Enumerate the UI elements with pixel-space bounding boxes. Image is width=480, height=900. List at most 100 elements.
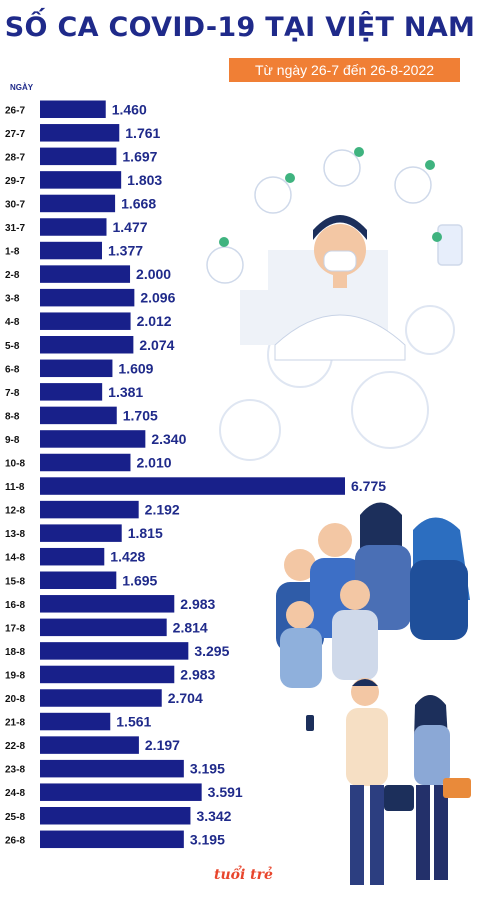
- bar: [40, 807, 191, 825]
- value-label: 3.342: [196, 808, 231, 824]
- value-label: 1.803: [127, 172, 162, 188]
- bar: [40, 171, 122, 189]
- category-label: 13-8: [5, 529, 25, 540]
- check-icon: [219, 147, 442, 247]
- bar: [40, 359, 113, 378]
- value-label: 2.000: [136, 266, 171, 282]
- bar: [40, 430, 146, 448]
- value-label: 1.815: [128, 525, 163, 541]
- date-range-badge: Từ ngày 26-7 đến 26-8-2022: [229, 58, 460, 82]
- value-label: 1.561: [116, 714, 151, 730]
- bar: [40, 288, 135, 307]
- value-label: 2.983: [180, 596, 215, 612]
- bar: [40, 477, 345, 495]
- bar: [40, 194, 116, 213]
- category-label: 27-7: [5, 129, 25, 140]
- bar: [40, 642, 189, 660]
- value-label: 2.704: [168, 690, 203, 706]
- value-label: 1.695: [122, 572, 157, 588]
- value-label: 1.697: [122, 148, 157, 164]
- value-label: 6.775: [351, 478, 386, 494]
- walking-people-illustration: [306, 678, 471, 885]
- category-label: 10-8: [5, 459, 25, 470]
- bar: [40, 524, 122, 542]
- value-label: 1.477: [112, 219, 147, 235]
- value-label: 1.609: [118, 360, 153, 376]
- category-label: 26-8: [5, 835, 25, 846]
- category-label: 23-8: [5, 765, 25, 776]
- category-label: 18-8: [5, 647, 25, 658]
- bar: [40, 500, 139, 519]
- value-label: 1.428: [110, 549, 145, 565]
- value-label: 3.295: [194, 643, 229, 659]
- category-label: 28-7: [5, 152, 25, 163]
- page-title: SỐ CA COVID-19 TẠI VIỆT NAM: [4, 12, 476, 43]
- bar: [40, 665, 175, 684]
- value-label: 2.192: [145, 502, 180, 518]
- category-label: 12-8: [5, 506, 25, 517]
- bar: [40, 830, 184, 849]
- doctor-icon: [274, 215, 406, 361]
- bar: [40, 547, 105, 566]
- value-label: 1.377: [108, 243, 143, 259]
- category-label: 20-8: [5, 694, 25, 705]
- bar: [40, 736, 139, 754]
- bar: [40, 571, 117, 589]
- category-label: 1-8: [5, 247, 20, 258]
- value-label: 2.983: [180, 666, 215, 682]
- value-label: 1.668: [121, 195, 156, 211]
- category-label: 25-8: [5, 812, 25, 823]
- bar: [40, 218, 107, 236]
- category-label: 2-8: [5, 270, 20, 281]
- value-label: 3.195: [190, 761, 225, 777]
- value-label: 3.195: [190, 831, 225, 847]
- value-label: 1.460: [112, 101, 147, 117]
- category-label: 3-8: [5, 294, 20, 305]
- category-label: 16-8: [5, 600, 25, 611]
- category-label: 30-7: [5, 199, 25, 210]
- bar: [40, 453, 131, 472]
- tuoi-tre-logo: tuổi trẻ: [214, 867, 273, 883]
- value-label: 3.591: [208, 784, 243, 800]
- value-label: 2.096: [140, 290, 175, 306]
- category-label: 22-8: [5, 741, 25, 752]
- bar: [40, 759, 184, 778]
- bar: [40, 124, 120, 142]
- value-label: 2.010: [136, 455, 171, 471]
- category-label: 4-8: [5, 317, 20, 328]
- value-label: 2.074: [139, 337, 174, 353]
- value-label: 1.381: [108, 384, 143, 400]
- bar: [40, 689, 162, 707]
- category-label: 6-8: [5, 364, 20, 375]
- bar: [40, 783, 202, 801]
- value-label: 2.340: [151, 431, 186, 447]
- value-label: 1.761: [125, 125, 160, 141]
- category-label: 17-8: [5, 623, 25, 634]
- category-label: 29-7: [5, 176, 25, 187]
- bar: [40, 336, 134, 354]
- category-label: 14-8: [5, 553, 25, 564]
- value-label: 1.705: [123, 407, 158, 423]
- category-label: 7-8: [5, 388, 20, 399]
- value-label: 2.814: [173, 619, 208, 635]
- category-label: 5-8: [5, 341, 20, 352]
- category-label: 21-8: [5, 718, 25, 729]
- bar: [40, 618, 167, 637]
- category-label: 24-8: [5, 788, 25, 799]
- bar: [40, 406, 117, 425]
- category-label: 26-7: [5, 105, 25, 116]
- category-label: 19-8: [5, 670, 25, 681]
- bar: [40, 100, 106, 118]
- category-label: 15-8: [5, 576, 25, 587]
- bar: [40, 712, 111, 731]
- bar: [40, 241, 102, 260]
- bar: [40, 595, 175, 613]
- crowd-illustration: [276, 502, 470, 688]
- category-label: 31-7: [5, 223, 25, 234]
- category-label: 8-8: [5, 411, 20, 422]
- category-label: 9-8: [5, 435, 20, 446]
- bar: [40, 265, 131, 283]
- doctor-contacts: [206, 149, 463, 284]
